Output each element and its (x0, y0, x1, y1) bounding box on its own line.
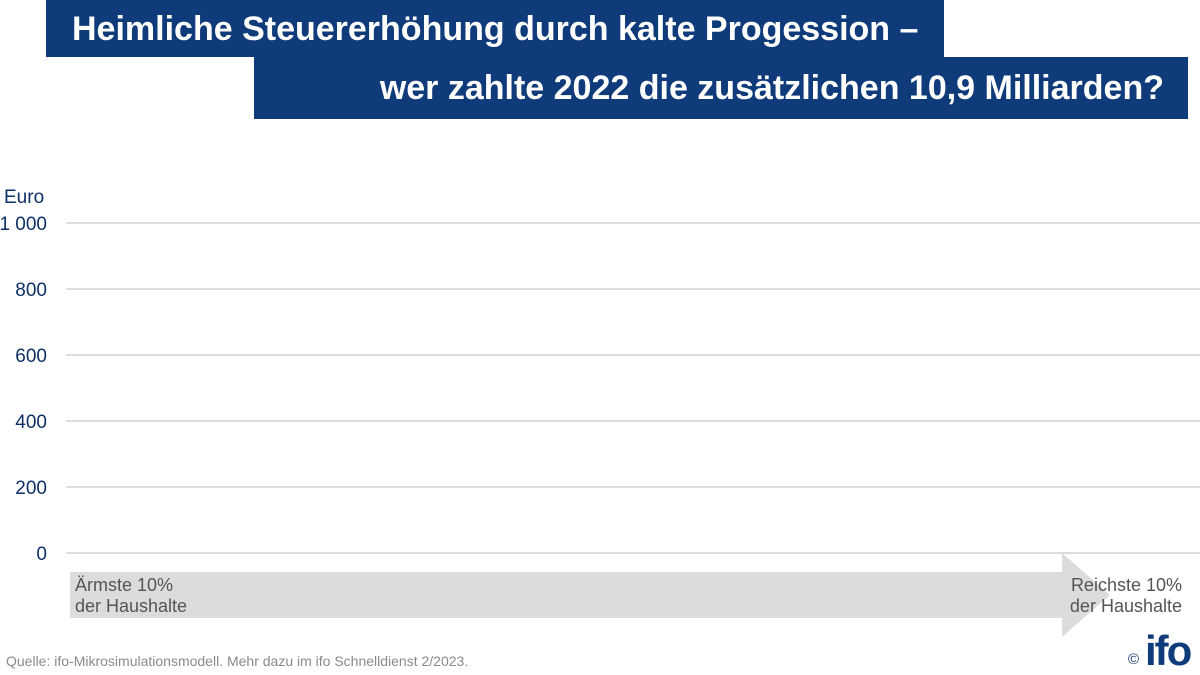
x-axis-arrow-shape (70, 553, 1110, 637)
x-axis-left-label-text: Ärmste 10% der Haushalte (75, 575, 188, 616)
y-axis-label: Euro (4, 187, 44, 208)
y-tick-label: 400 (15, 412, 47, 433)
y-tick-label: 200 (15, 478, 47, 499)
chart-title-line-1: Heimliche Steuererhöhung durch kalte Pro… (46, 0, 945, 57)
y-axis-ticks: 0 200 400 600 800 1 000 (0, 214, 47, 565)
chart-title-line-2-text: wer zahlte 2022 die zusätzlichen 10,9 Mi… (379, 69, 1164, 107)
chart-title-line-1-text: Heimliche Steuererhöhung durch kalte Pro… (72, 9, 919, 48)
y-tick-label: 600 (15, 346, 47, 367)
copyright-symbol: © (1128, 651, 1140, 668)
x-axis-left-label: Ärmste 10% der Haushalte (75, 575, 187, 617)
y-tick-label: 1 000 (0, 214, 47, 235)
source-note: Quelle: ifo-Mikrosimulationsmodell. Mehr… (6, 653, 469, 669)
x-axis-arrow (70, 553, 1110, 637)
x-axis-right-label: Reichste 10% der Haushalte (1070, 575, 1182, 617)
y-tick-label: 800 (15, 280, 47, 301)
chart-title-line-2: wer zahlte 2022 die zusätzlichen 10,9 Mi… (254, 57, 1188, 119)
gridlines (66, 222, 1200, 554)
y-tick-label: 0 (36, 544, 47, 565)
x-axis-right-label-text: Reichste 10% der Haushalte (1069, 575, 1182, 616)
ifo-logo: ifo (1145, 627, 1192, 674)
